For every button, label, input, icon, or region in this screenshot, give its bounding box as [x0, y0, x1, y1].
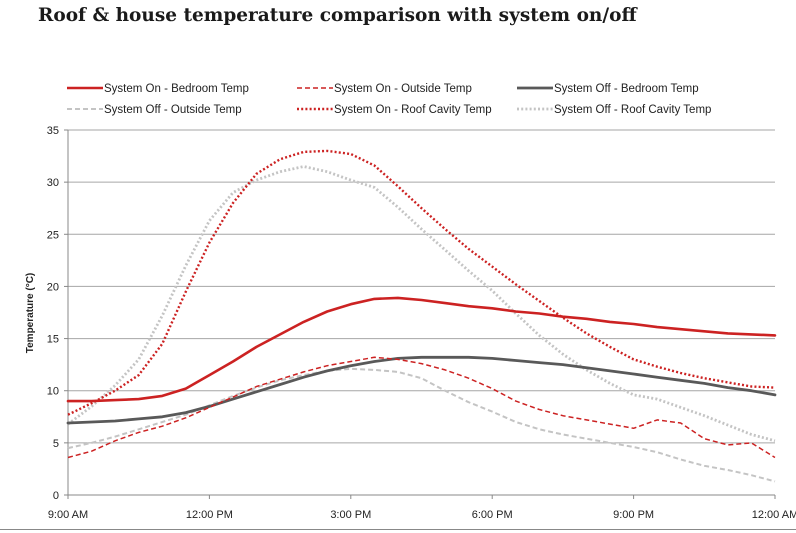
legend-label: System Off - Bedroom Temp — [554, 83, 699, 95]
y-tick-label: 30 — [47, 177, 59, 189]
y-tick-label: 25 — [47, 229, 59, 241]
y-tick-label: 20 — [47, 281, 59, 293]
y-tick-label: 5 — [53, 438, 59, 450]
x-tick-label: 12:00 AM — [752, 509, 796, 521]
x-tick-label: 9:00 PM — [613, 509, 654, 521]
series-line-1 — [66, 296, 777, 403]
legend-label: System On - Outside Temp — [334, 83, 472, 95]
y-tick-label: 10 — [47, 386, 59, 398]
chart-legend: System On - Bedroom Temp System On - Outs… — [67, 83, 711, 116]
bottom-divider — [0, 529, 796, 530]
chart-gridlines — [68, 129, 775, 444]
y-tick-label: 35 — [47, 125, 59, 137]
x-tick-label: 3:00 PM — [330, 509, 371, 521]
y-tick-label: 15 — [47, 334, 59, 346]
legend-label: System Off - Outside Temp — [104, 104, 242, 116]
legend-label: System Off - Roof Cavity Temp — [554, 104, 711, 116]
series-line-4 — [67, 367, 776, 483]
legend-label: System On - Bedroom Temp — [104, 83, 249, 95]
series-line-2 — [67, 356, 776, 459]
x-tick-label: 12:00 PM — [186, 509, 233, 521]
chart-axes — [67, 130, 775, 496]
x-tick-label: 6:00 PM — [472, 509, 513, 521]
chart-series — [66, 149, 777, 483]
series-line-5 — [67, 149, 776, 416]
x-axis-ticks: 9:00 AM 12:00 PM 3:00 PM 6:00 PM 9:00 PM 12:0… — [48, 495, 796, 521]
series-line-6 — [67, 165, 776, 443]
y-axis-label: Temperature (°C) — [25, 273, 36, 354]
series-line-3 — [66, 355, 777, 425]
legend-label: System On - Roof Cavity Temp — [334, 104, 492, 116]
y-tick-label: 0 — [53, 490, 59, 502]
x-tick-label: 9:00 AM — [48, 509, 88, 521]
chart-title: Roof & house temperature comparison with… — [38, 5, 637, 26]
y-axis-ticks: 0 5 10 15 20 25 30 35 — [47, 125, 68, 502]
